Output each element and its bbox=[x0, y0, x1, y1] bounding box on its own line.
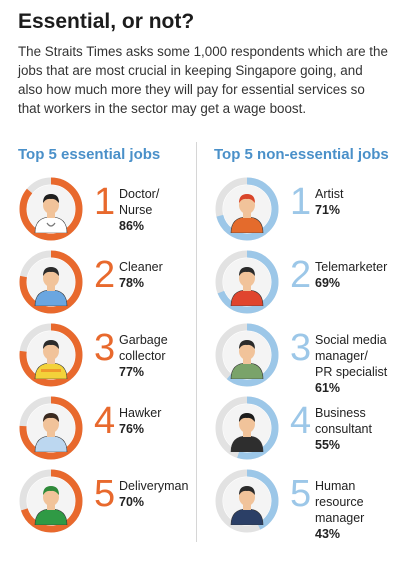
ring-value-arc bbox=[215, 250, 279, 314]
nonessential-item-4: 4 Business consultant 55% bbox=[214, 395, 394, 465]
job-percentage: 77% bbox=[119, 365, 145, 379]
ring-value-arc bbox=[19, 250, 83, 314]
essential-item-3: 3 Garbage collector 77% bbox=[18, 322, 198, 392]
job-name-line: PR specialist bbox=[315, 365, 388, 379]
ring-value-arc bbox=[215, 396, 279, 460]
essential-item-5: 5 Deliveryman 70% bbox=[18, 468, 198, 538]
essential-item-2: 2 Cleaner 78% bbox=[18, 249, 198, 319]
job-label: Deliveryman 70% bbox=[119, 478, 214, 510]
social-media-manager-icon bbox=[223, 331, 271, 380]
job-name-line: Deliveryman bbox=[119, 479, 189, 493]
job-percentage: 61% bbox=[315, 381, 341, 395]
job-name-line: resource bbox=[315, 495, 364, 509]
job-name-line: Nurse bbox=[119, 203, 153, 217]
job-name-line: Garbage bbox=[119, 333, 168, 347]
percentage-ring bbox=[19, 177, 83, 241]
job-label: Social media manager/PR specialist 61% bbox=[315, 332, 400, 396]
business-consultant-icon bbox=[223, 404, 271, 453]
rank-number: 3 bbox=[94, 327, 116, 369]
nonessential-item-5: 5 Human resource manager 43% bbox=[214, 468, 394, 541]
essential-heading: Top 5 essential jobs bbox=[18, 146, 161, 163]
job-label: Hawker 76% bbox=[119, 405, 214, 437]
nonessential-item-2: 2 Telemarketer 69% bbox=[214, 249, 394, 319]
nonessential-heading: Top 5 non-essential jobs bbox=[214, 146, 389, 163]
essential-item-1: 1 Doctor/Nurse 86% bbox=[18, 176, 198, 246]
rank-number: 2 bbox=[94, 254, 116, 296]
job-name-line: collector bbox=[119, 349, 166, 363]
job-label: Cleaner 78% bbox=[119, 259, 214, 291]
rank-number: 2 bbox=[290, 254, 312, 296]
job-name-line: Artist bbox=[315, 187, 344, 201]
job-name-line: Business bbox=[315, 406, 366, 420]
percentage-ring bbox=[215, 469, 279, 533]
job-label: Garbage collector 77% bbox=[119, 332, 214, 380]
doctor-icon bbox=[27, 185, 75, 234]
deliveryman-icon bbox=[27, 477, 75, 526]
hr-manager-icon bbox=[223, 477, 271, 526]
percentage-ring bbox=[215, 250, 279, 314]
ring-value-arc bbox=[215, 469, 279, 533]
intro-text: The Straits Times asks some 1,000 respon… bbox=[18, 44, 388, 116]
rank-number: 1 bbox=[94, 181, 116, 223]
job-label: Telemarketer 69% bbox=[315, 259, 400, 291]
ring-value-arc bbox=[19, 177, 83, 241]
nonessential-item-1: 1 Artist 71% bbox=[214, 176, 394, 246]
ring-value-arc bbox=[19, 396, 83, 460]
job-percentage: 55% bbox=[315, 438, 341, 452]
job-name-line: manager/ bbox=[315, 349, 368, 363]
job-percentage: 69% bbox=[315, 276, 341, 290]
percentage-ring bbox=[215, 177, 279, 241]
job-name-line: Social media bbox=[315, 333, 387, 347]
job-percentage: 70% bbox=[119, 495, 145, 509]
percentage-ring bbox=[19, 323, 83, 387]
cleaner-icon bbox=[27, 258, 75, 307]
ring-value-arc bbox=[215, 323, 279, 387]
job-name-line: manager bbox=[315, 511, 365, 525]
rank-number: 5 bbox=[290, 473, 312, 515]
percentage-ring bbox=[19, 250, 83, 314]
ring-value-arc bbox=[215, 177, 279, 241]
essential-item-4: 4 Hawker 76% bbox=[18, 395, 198, 465]
column-divider bbox=[196, 142, 197, 542]
job-name-line: Telemarketer bbox=[315, 260, 388, 274]
rank-number: 3 bbox=[290, 327, 312, 369]
percentage-ring bbox=[215, 323, 279, 387]
rank-number: 1 bbox=[290, 181, 312, 223]
hawker-icon bbox=[27, 404, 75, 453]
job-percentage: 86% bbox=[119, 219, 145, 233]
job-name-line: Human bbox=[315, 479, 356, 493]
percentage-ring bbox=[215, 396, 279, 460]
job-name-line: Doctor/ bbox=[119, 187, 160, 201]
job-percentage: 78% bbox=[119, 276, 145, 290]
job-name-line: consultant bbox=[315, 422, 372, 436]
page-title: Essential, or not? bbox=[18, 10, 195, 33]
job-label: Business consultant 55% bbox=[315, 405, 400, 453]
nonessential-item-3: 3 Social media manager/PR specialist 61% bbox=[214, 322, 394, 395]
job-percentage: 43% bbox=[315, 527, 341, 541]
ring-value-arc bbox=[19, 469, 83, 533]
garbage-collector-icon bbox=[27, 331, 75, 380]
artist-icon bbox=[223, 185, 271, 234]
job-percentage: 71% bbox=[315, 203, 341, 217]
rank-number: 5 bbox=[94, 473, 116, 515]
job-label: Doctor/Nurse 86% bbox=[119, 186, 214, 234]
job-name-line: Hawker bbox=[119, 406, 162, 420]
rank-number: 4 bbox=[290, 400, 312, 442]
job-percentage: 76% bbox=[119, 422, 145, 436]
percentage-ring bbox=[19, 396, 83, 460]
percentage-ring bbox=[19, 469, 83, 533]
job-name-line: Cleaner bbox=[119, 260, 163, 274]
job-label: Human resource manager 43% bbox=[315, 478, 400, 542]
ring-value-arc bbox=[19, 323, 83, 387]
job-label: Artist 71% bbox=[315, 186, 400, 218]
rank-number: 4 bbox=[94, 400, 116, 442]
telemarketer-icon bbox=[223, 258, 271, 307]
